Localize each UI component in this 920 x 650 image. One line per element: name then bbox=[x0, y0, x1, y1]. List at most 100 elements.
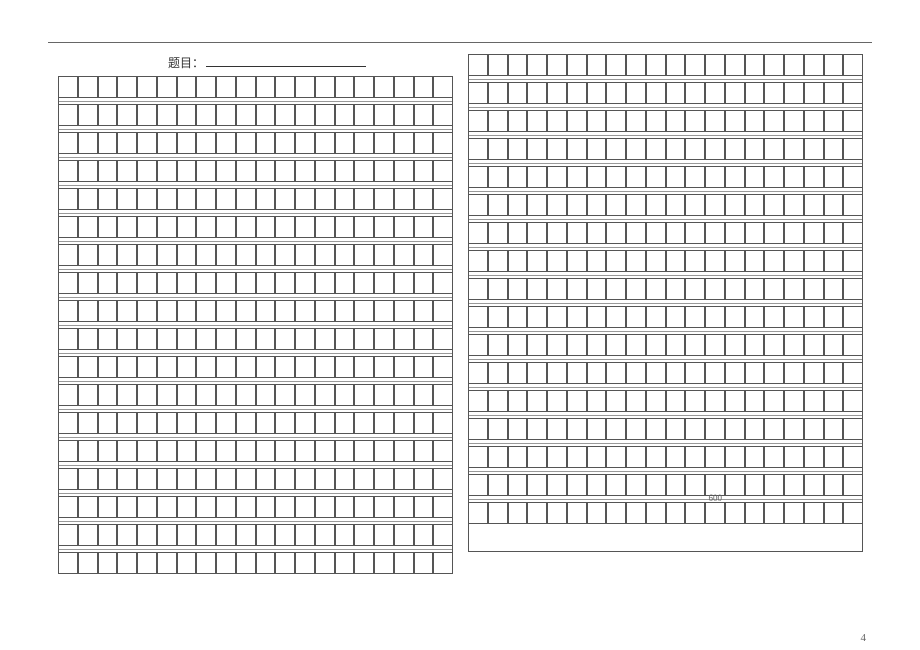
grid-cell[interactable] bbox=[587, 278, 607, 300]
grid-cell[interactable] bbox=[784, 474, 804, 496]
grid-cell[interactable] bbox=[646, 138, 666, 160]
grid-cell[interactable] bbox=[335, 496, 355, 518]
grid-cell[interactable] bbox=[275, 104, 295, 126]
grid-cell[interactable] bbox=[606, 334, 626, 356]
grid-cell[interactable] bbox=[527, 474, 547, 496]
grid-cell[interactable] bbox=[236, 412, 256, 434]
grid-cell[interactable] bbox=[646, 82, 666, 104]
grid-cell[interactable] bbox=[567, 446, 587, 468]
grid-cell[interactable] bbox=[78, 552, 98, 574]
grid-cell[interactable] bbox=[626, 474, 646, 496]
grid-cell[interactable] bbox=[275, 328, 295, 350]
grid-cell[interactable] bbox=[414, 328, 434, 350]
grid-cell[interactable] bbox=[508, 138, 528, 160]
grid-cell[interactable] bbox=[567, 138, 587, 160]
grid-cell[interactable] bbox=[216, 272, 236, 294]
grid-cell[interactable] bbox=[646, 54, 666, 76]
grid-cell[interactable] bbox=[705, 362, 725, 384]
grid-cell[interactable] bbox=[78, 356, 98, 378]
grid-cell[interactable] bbox=[58, 440, 78, 462]
grid-cell[interactable] bbox=[414, 244, 434, 266]
grid-cell[interactable] bbox=[433, 524, 453, 546]
grid-cell[interactable] bbox=[508, 446, 528, 468]
grid-cell[interactable] bbox=[98, 244, 118, 266]
grid-cell[interactable] bbox=[216, 216, 236, 238]
grid-cell[interactable] bbox=[646, 390, 666, 412]
grid-cell[interactable] bbox=[547, 194, 567, 216]
grid-cell[interactable] bbox=[547, 222, 567, 244]
grid-cell[interactable] bbox=[626, 502, 646, 524]
grid-cell[interactable] bbox=[157, 356, 177, 378]
grid-cell[interactable] bbox=[196, 76, 216, 98]
grid-cell[interactable] bbox=[275, 160, 295, 182]
grid-cell[interactable] bbox=[335, 384, 355, 406]
grid-cell[interactable] bbox=[468, 194, 488, 216]
grid-cell[interactable] bbox=[843, 222, 863, 244]
grid-cell[interactable] bbox=[626, 110, 646, 132]
grid-cell[interactable] bbox=[78, 244, 98, 266]
grid-cell[interactable] bbox=[626, 82, 646, 104]
grid-cell[interactable] bbox=[508, 166, 528, 188]
grid-cell[interactable] bbox=[527, 194, 547, 216]
grid-cell[interactable] bbox=[764, 250, 784, 272]
grid-cell[interactable] bbox=[725, 222, 745, 244]
grid-cell[interactable] bbox=[508, 418, 528, 440]
grid-cell[interactable] bbox=[784, 446, 804, 468]
grid-cell[interactable] bbox=[508, 362, 528, 384]
grid-cell[interactable] bbox=[646, 194, 666, 216]
grid-cell[interactable] bbox=[725, 362, 745, 384]
grid-cell[interactable] bbox=[488, 418, 508, 440]
grid-cell[interactable] bbox=[433, 244, 453, 266]
grid-cell[interactable] bbox=[295, 76, 315, 98]
grid-cell[interactable] bbox=[394, 132, 414, 154]
grid-cell[interactable] bbox=[256, 300, 276, 322]
grid-cell[interactable] bbox=[177, 524, 197, 546]
grid-cell[interactable] bbox=[705, 110, 725, 132]
grid-cell[interactable] bbox=[705, 82, 725, 104]
grid-cell[interactable] bbox=[606, 110, 626, 132]
grid-cell[interactable] bbox=[137, 384, 157, 406]
grid-cell[interactable] bbox=[488, 334, 508, 356]
grid-cell[interactable] bbox=[78, 76, 98, 98]
grid-cell[interactable] bbox=[216, 496, 236, 518]
grid-cell[interactable] bbox=[78, 132, 98, 154]
grid-cell[interactable] bbox=[374, 76, 394, 98]
grid-cell[interactable] bbox=[354, 552, 374, 574]
grid-cell[interactable] bbox=[374, 328, 394, 350]
grid-cell[interactable] bbox=[547, 110, 567, 132]
grid-cell[interactable] bbox=[824, 222, 844, 244]
grid-cell[interactable] bbox=[784, 138, 804, 160]
grid-cell[interactable] bbox=[216, 160, 236, 182]
grid-cell[interactable] bbox=[745, 390, 765, 412]
grid-cell[interactable] bbox=[414, 552, 434, 574]
grid-cell[interactable] bbox=[374, 496, 394, 518]
grid-cell[interactable] bbox=[488, 54, 508, 76]
grid-cell[interactable] bbox=[295, 300, 315, 322]
grid-cell[interactable] bbox=[666, 250, 686, 272]
grid-cell[interactable] bbox=[117, 188, 137, 210]
grid-cell[interactable] bbox=[666, 138, 686, 160]
grid-cell[interactable] bbox=[527, 138, 547, 160]
grid-cell[interactable] bbox=[764, 390, 784, 412]
grid-cell[interactable] bbox=[275, 412, 295, 434]
grid-cell[interactable] bbox=[587, 250, 607, 272]
grid-cell[interactable] bbox=[256, 356, 276, 378]
grid-cell[interactable] bbox=[196, 104, 216, 126]
grid-cell[interactable] bbox=[315, 160, 335, 182]
grid-cell[interactable] bbox=[567, 474, 587, 496]
grid-cell[interactable] bbox=[764, 446, 784, 468]
grid-cell[interactable] bbox=[745, 166, 765, 188]
grid-cell[interactable] bbox=[547, 250, 567, 272]
grid-cell[interactable] bbox=[58, 552, 78, 574]
title-underline[interactable] bbox=[206, 66, 366, 67]
grid-cell[interactable] bbox=[157, 272, 177, 294]
grid-cell[interactable] bbox=[394, 440, 414, 462]
grid-cell[interactable] bbox=[488, 446, 508, 468]
grid-cell[interactable] bbox=[58, 384, 78, 406]
grid-cell[interactable] bbox=[666, 362, 686, 384]
grid-cell[interactable] bbox=[216, 384, 236, 406]
grid-cell[interactable] bbox=[606, 306, 626, 328]
grid-cell[interactable] bbox=[177, 440, 197, 462]
grid-cell[interactable] bbox=[843, 502, 863, 524]
grid-cell[interactable] bbox=[256, 524, 276, 546]
